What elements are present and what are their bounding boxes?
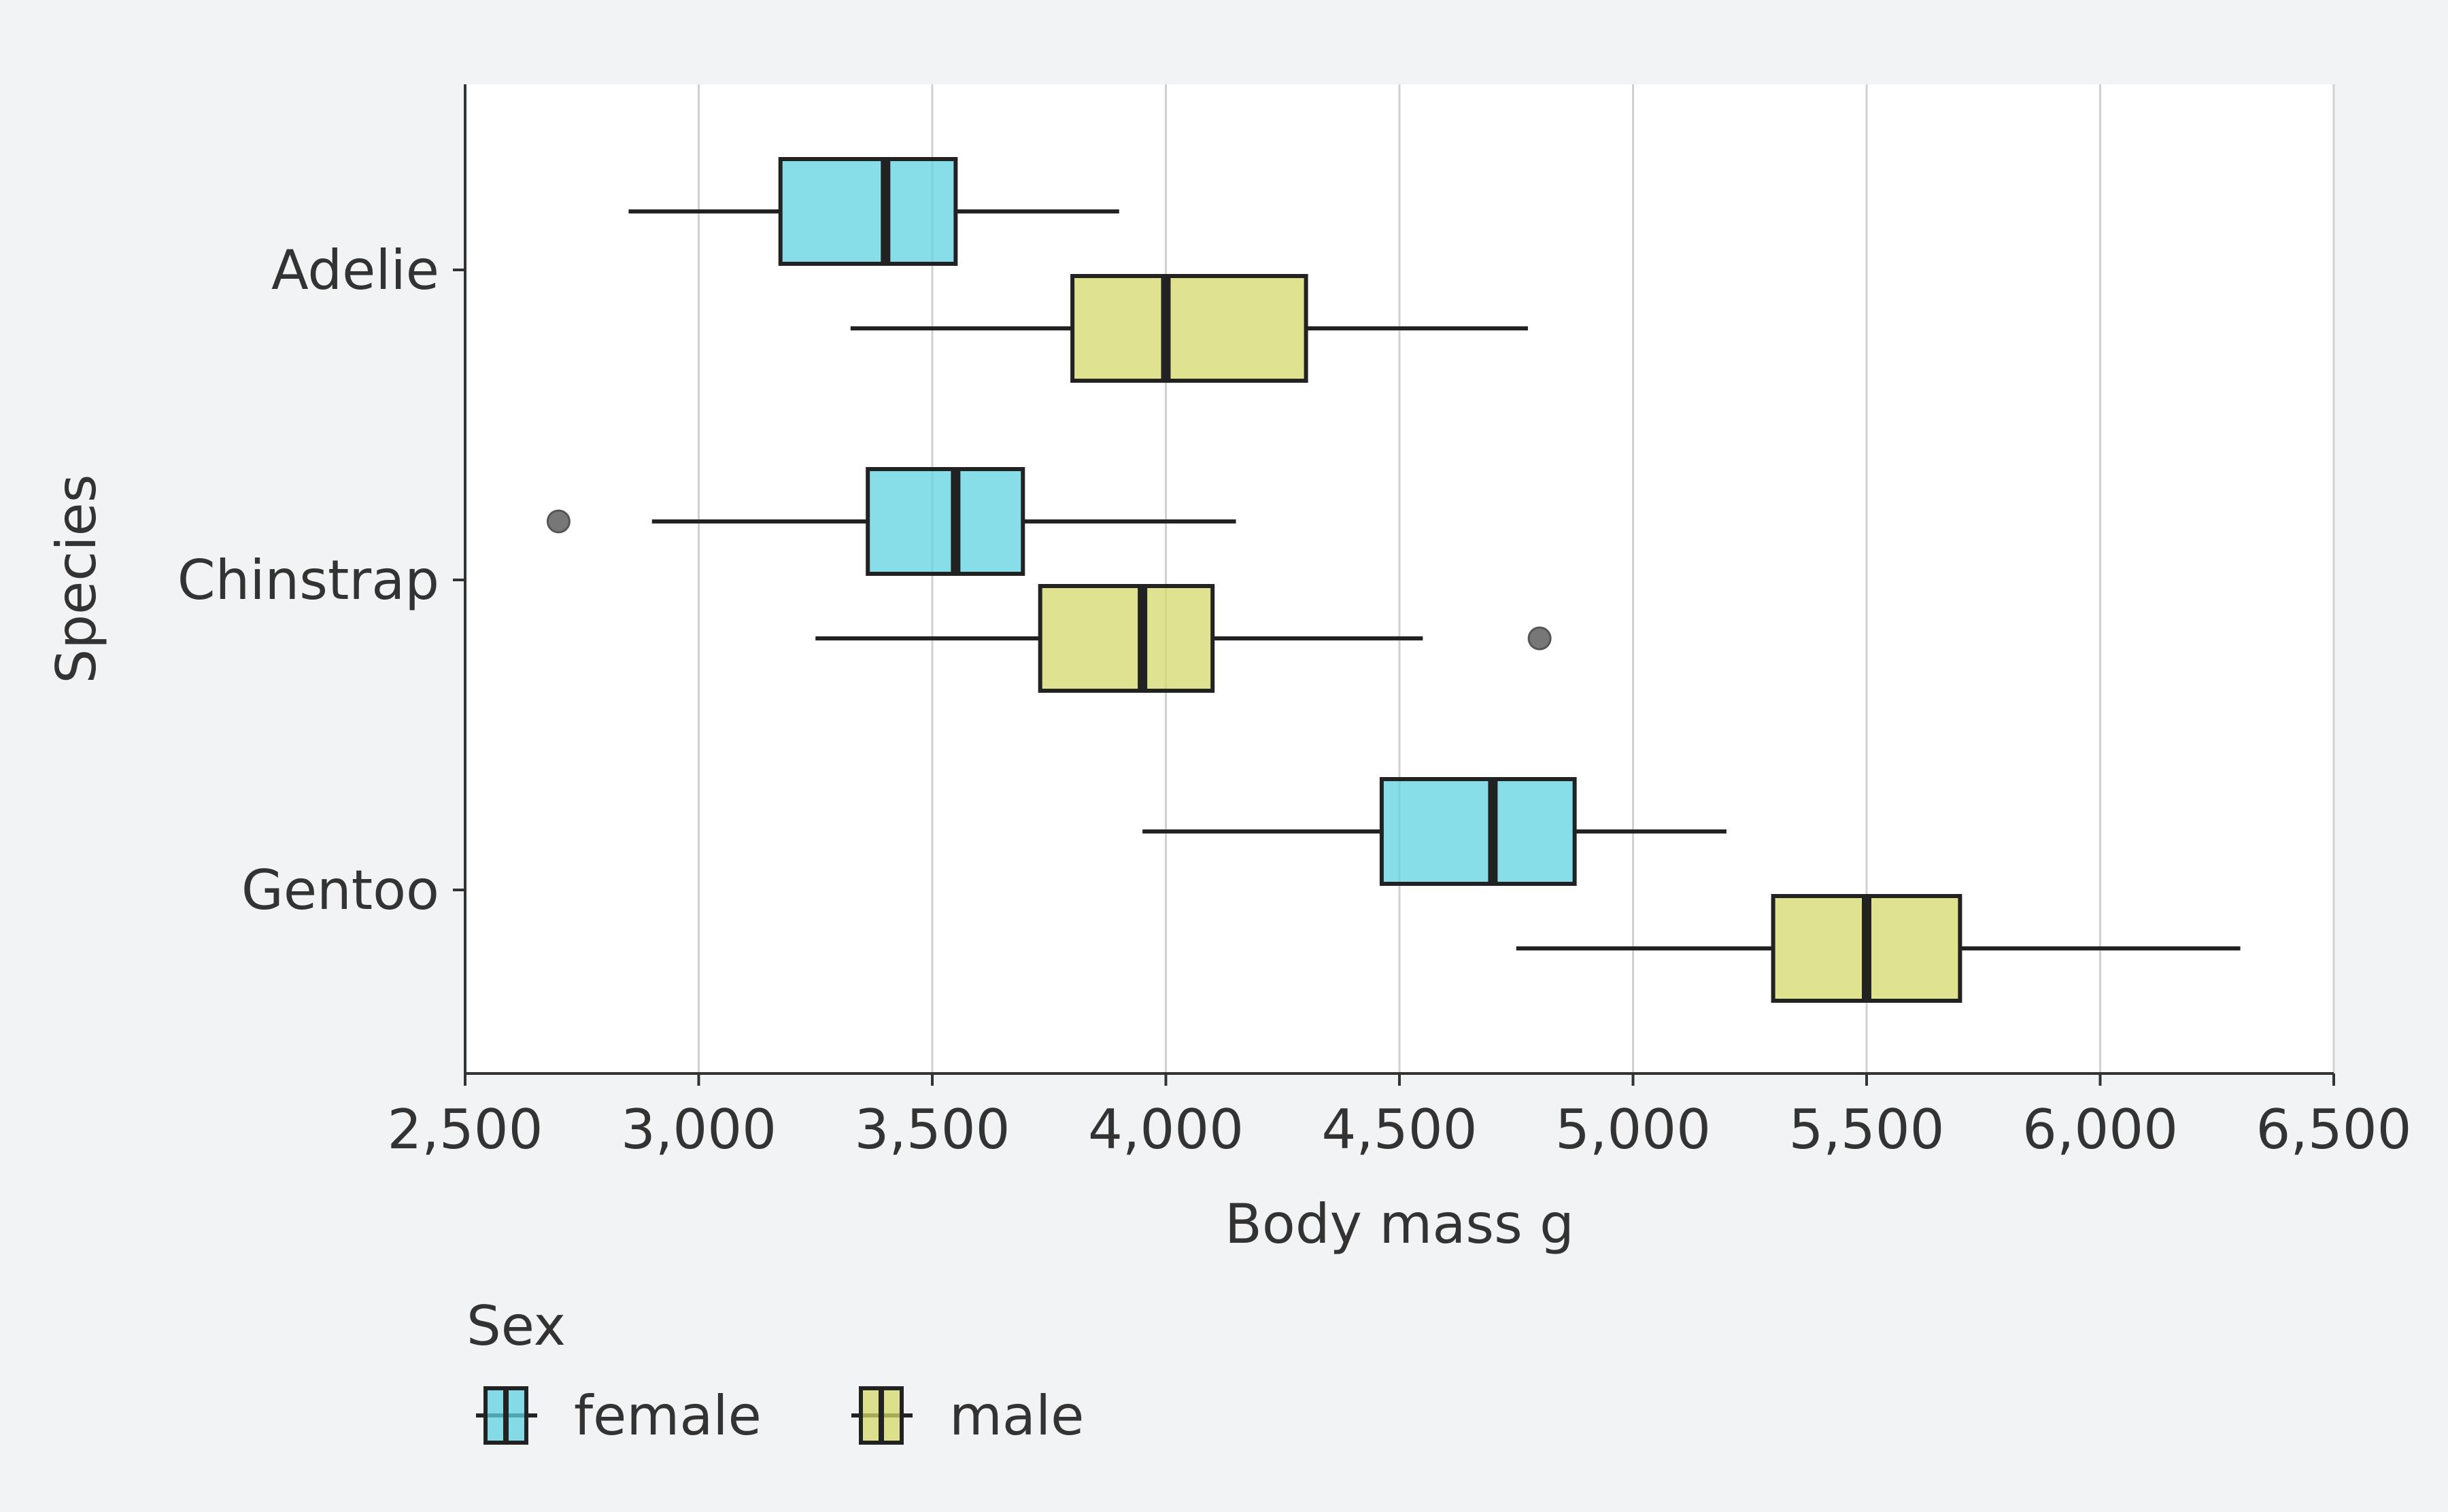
box-iqr xyxy=(1038,584,1215,693)
box-male-adelie xyxy=(850,274,1528,383)
x-axis-title: Body mass g xyxy=(1225,1192,1574,1256)
x-tick-label: 4,000 xyxy=(1088,1098,1244,1161)
legend: female male xyxy=(476,1384,1084,1447)
legend-item-male: male xyxy=(851,1384,1084,1447)
y-tick-label: Gentoo xyxy=(241,859,439,922)
x-tick-label: 3,500 xyxy=(854,1098,1010,1161)
box-male-chinstrap xyxy=(815,584,1552,693)
x-tick-label: 3,000 xyxy=(621,1098,777,1161)
x-tick-label: 6,500 xyxy=(2256,1098,2411,1161)
box-female-gentoo xyxy=(1142,777,1727,886)
y-tick-label: Adelie xyxy=(271,239,439,302)
box-female-adelie xyxy=(628,157,1119,266)
x-tick-label: 6,000 xyxy=(2022,1098,2178,1161)
x-tick-label: 2,500 xyxy=(387,1098,543,1161)
box-iqr xyxy=(1379,777,1577,886)
x-tick-label: 4,500 xyxy=(1321,1098,1477,1161)
y-axis-title: Species xyxy=(45,475,108,684)
axes: 2,500 3,000 3,500 4,000 4,500 5,000 5,500 6,000… xyxy=(177,84,2412,1161)
outlier-point xyxy=(1527,626,1552,651)
x-tick-label: 5,000 xyxy=(1555,1098,1711,1161)
legend-label: male xyxy=(949,1384,1084,1447)
legend-title: Sex xyxy=(466,1294,566,1358)
legend-label: female xyxy=(574,1384,762,1447)
box-series xyxy=(546,157,2241,1003)
box-iqr xyxy=(866,467,1025,576)
y-tick-label: Chinstrap xyxy=(177,549,439,612)
box-iqr xyxy=(778,157,958,266)
box-male-gentoo xyxy=(1516,894,2241,1003)
x-tick-label: 5,500 xyxy=(1788,1098,1944,1161)
outlier-point xyxy=(546,509,571,534)
box-iqr xyxy=(1070,274,1308,383)
box-female-chinstrap xyxy=(546,467,1236,576)
legend-item-female: female xyxy=(476,1384,762,1447)
